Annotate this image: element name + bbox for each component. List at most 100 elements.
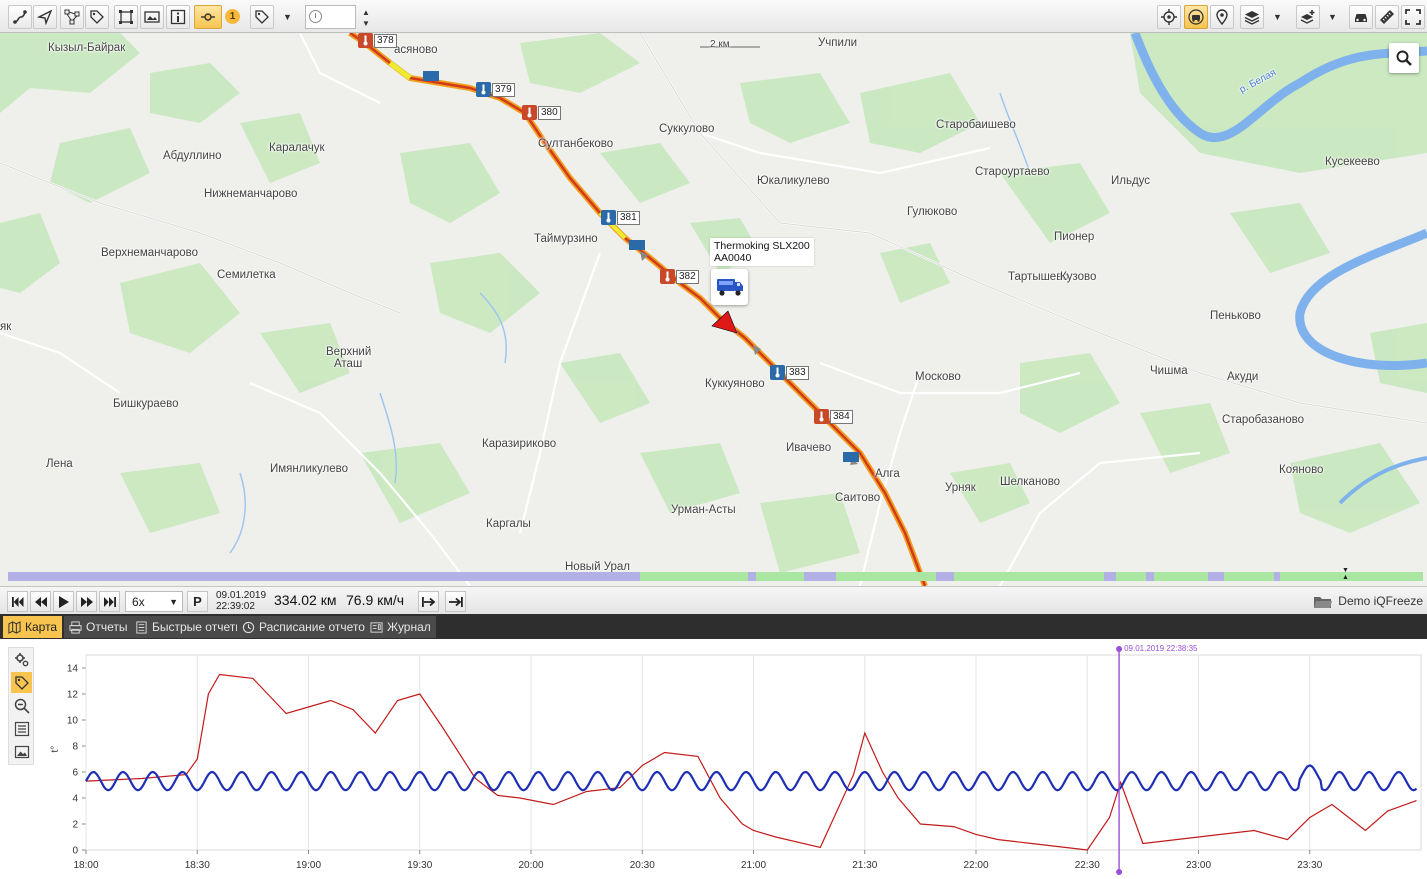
map-search-button[interactable] bbox=[1389, 43, 1419, 73]
spin-down-icon[interactable]: ▼ bbox=[362, 18, 370, 28]
timeline-cursor-icon[interactable]: ▼ ▲ bbox=[1342, 567, 1349, 581]
folder-icon bbox=[1314, 596, 1333, 608]
geofence-icon[interactable] bbox=[60, 5, 84, 29]
chevron-down-icon[interactable]: ▼ bbox=[1273, 12, 1282, 22]
chart-image-button[interactable] bbox=[11, 741, 32, 762]
place-label: Чишма bbox=[1150, 365, 1188, 377]
ruler-icon[interactable] bbox=[1375, 5, 1399, 29]
truck-icon[interactable] bbox=[711, 269, 748, 305]
tab-reports[interactable]: Отчеты bbox=[64, 616, 133, 638]
info-icon[interactable] bbox=[166, 5, 190, 29]
gears-icon bbox=[14, 652, 28, 666]
timeline-segment bbox=[640, 572, 748, 581]
timeline-segment bbox=[756, 572, 804, 581]
vehicle-center-icon[interactable] bbox=[1184, 5, 1208, 29]
chart-list-button[interactable] bbox=[11, 718, 32, 739]
timeline-segment bbox=[836, 572, 936, 581]
x-tick-label: 22:30 bbox=[1075, 860, 1100, 871]
fullscreen-icon[interactable] bbox=[1401, 5, 1425, 29]
add-layer-icon[interactable] bbox=[1296, 5, 1320, 29]
map-canvas bbox=[0, 33, 1427, 586]
temperature-sensor-icon bbox=[660, 269, 675, 284]
tab-report-schedule[interactable]: Расписание отчетов bbox=[237, 616, 377, 638]
playback-bar: 6x ▼ P 09.01.2019 22:39:02 334.02 км 76.… bbox=[0, 586, 1427, 614]
place-label: Лена bbox=[46, 458, 73, 470]
report-icon bbox=[136, 620, 147, 634]
tab-quick-reports[interactable]: Быстрые отчеты bbox=[130, 616, 249, 638]
km-marker[interactable]: 378 bbox=[358, 33, 397, 48]
place-label: як bbox=[0, 321, 12, 333]
place-label: Алга bbox=[875, 468, 900, 480]
chevron-down-icon[interactable]: ▼ bbox=[283, 12, 292, 22]
parking-button[interactable]: P bbox=[187, 591, 208, 612]
target-icon[interactable] bbox=[1157, 5, 1181, 29]
km-label: 380 bbox=[538, 105, 561, 120]
time-input[interactable] bbox=[305, 5, 356, 29]
clock-icon bbox=[309, 10, 322, 23]
playback-distance: 334.02 км bbox=[274, 592, 337, 608]
x-tick-label: 19:00 bbox=[296, 860, 321, 871]
timeline-segment bbox=[1154, 572, 1208, 581]
place-label: Каразириково bbox=[482, 438, 557, 450]
select-area-icon[interactable] bbox=[114, 5, 138, 29]
km-marker[interactable]: 379 bbox=[476, 82, 515, 97]
step-forward-button[interactable] bbox=[418, 591, 439, 612]
pin-icon[interactable] bbox=[1210, 5, 1234, 29]
skip-to-end-button[interactable] bbox=[99, 591, 120, 612]
chart-settings-button[interactable] bbox=[11, 649, 32, 670]
chart-tags-button[interactable] bbox=[11, 672, 32, 693]
skip-to-start-button[interactable] bbox=[7, 591, 28, 612]
account-name: Demo iQFreeze bbox=[1338, 594, 1423, 608]
chart-zoom-out-button[interactable] bbox=[11, 695, 32, 716]
km-label: 382 bbox=[676, 269, 699, 284]
temperature-chart[interactable]: 0 2 4 6 8 10 12 14 18:00 18:30 19:00 19:30 20:00 20:3… bbox=[0, 639, 1427, 879]
track-timeline[interactable]: ▼ ▲ bbox=[8, 567, 1423, 581]
tab-label: Журнал bbox=[387, 620, 431, 634]
temperature-chart-panel: 0 2 4 6 8 10 12 14 18:00 18:30 19:00 19:30 20:00 20:3… bbox=[0, 639, 1427, 879]
km-marker[interactable]: 381 bbox=[601, 210, 640, 225]
x-tick-label: 18:30 bbox=[185, 860, 210, 871]
vehicle-plate: AA0040 bbox=[714, 252, 752, 264]
chevron-down-icon[interactable]: ▼ bbox=[1328, 12, 1337, 22]
place-label: Каралачук bbox=[269, 142, 325, 154]
playback-speed-value: 6x bbox=[132, 595, 145, 609]
km-label: 383 bbox=[786, 365, 809, 380]
spin-up-icon[interactable]: ▲ bbox=[362, 7, 370, 17]
place-label: Верхнеманчарово bbox=[101, 247, 199, 259]
navigate-icon[interactable] bbox=[33, 5, 57, 29]
km-marker[interactable]: 382 bbox=[660, 269, 699, 284]
map-scale: 2 км bbox=[710, 39, 730, 50]
layers-icon[interactable] bbox=[1240, 5, 1264, 29]
tag-filter-icon[interactable] bbox=[250, 5, 274, 29]
tab-label: Отчеты bbox=[86, 620, 128, 634]
km-marker[interactable]: 384 bbox=[814, 409, 853, 424]
play-button[interactable] bbox=[53, 591, 74, 612]
place-label: Кузово bbox=[1060, 271, 1097, 283]
temperature-sensor-icon bbox=[770, 365, 785, 380]
playback-speed-select[interactable]: 6x ▼ bbox=[125, 591, 183, 612]
track-points-icon[interactable] bbox=[194, 5, 222, 29]
map-toolbar: 1 ▼ ▲ ▼ ▼ ▼ bbox=[0, 0, 1427, 33]
x-tick-label: 23:00 bbox=[1186, 860, 1211, 871]
gallery-icon[interactable] bbox=[140, 5, 164, 29]
tags-icon[interactable] bbox=[85, 5, 109, 29]
rewind-button[interactable] bbox=[30, 591, 51, 612]
chevron-down-icon: ▼ bbox=[169, 597, 178, 607]
timeline-segment bbox=[1116, 572, 1146, 581]
map-view[interactable]: Кызыл-Байрак асяново Учпили 2 км р. Бела… bbox=[0, 33, 1427, 586]
jump-to-end-button[interactable] bbox=[445, 591, 466, 612]
place-label: Ильдус bbox=[1111, 175, 1151, 187]
place-label: Семилетка bbox=[217, 269, 276, 281]
account-label[interactable]: Demo iQFreeze bbox=[1314, 594, 1423, 608]
y-tick-label: 8 bbox=[72, 742, 78, 753]
km-marker[interactable]: 380 bbox=[522, 105, 561, 120]
x-tick-label: 21:00 bbox=[741, 860, 766, 871]
tab-journal[interactable]: Журнал bbox=[365, 616, 436, 638]
place-label: Урняк bbox=[945, 482, 976, 494]
km-marker[interactable]: 383 bbox=[770, 365, 809, 380]
tab-map[interactable]: Карта bbox=[3, 616, 63, 638]
car-icon[interactable] bbox=[1349, 5, 1373, 29]
temperature-sensor-icon bbox=[522, 105, 537, 120]
fast-forward-button[interactable] bbox=[76, 591, 97, 612]
route-icon[interactable] bbox=[8, 5, 32, 29]
